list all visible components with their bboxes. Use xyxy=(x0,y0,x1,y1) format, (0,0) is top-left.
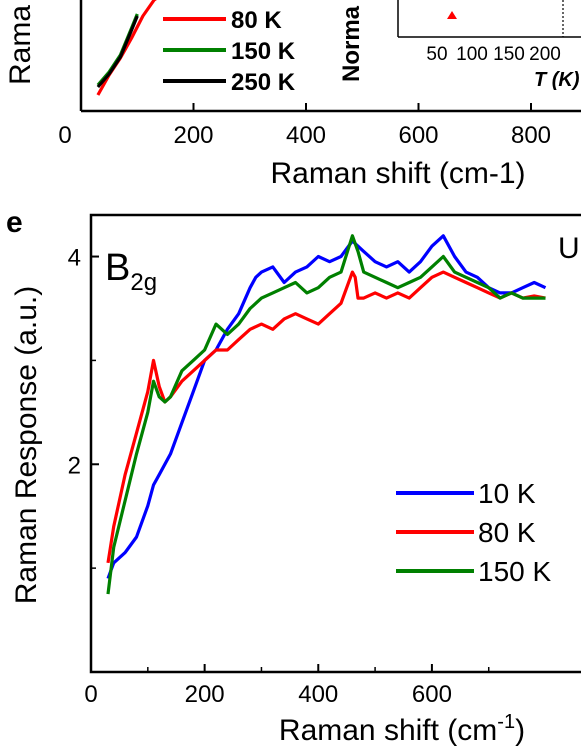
top-y-axis-label: Rama xyxy=(4,5,37,85)
e-x-ticks: 0 200 400 600 xyxy=(84,664,490,708)
top-x-tick-label: 400 xyxy=(286,122,326,149)
inset-x-axis-label: T (K) xyxy=(534,69,580,91)
inset-x-tick-label: 200 xyxy=(529,44,561,65)
corner-label: U xyxy=(558,232,580,265)
inset-data-point xyxy=(447,11,457,19)
symmetry-annotation: B2g xyxy=(105,247,157,296)
top-series-line-150-k xyxy=(96,13,139,87)
top-series-line-250-k xyxy=(96,15,139,89)
inset-x-tick-label: 50 xyxy=(426,44,447,65)
series-line-10-k xyxy=(106,234,547,580)
top-x-tick-label: 800 xyxy=(511,122,551,149)
inset-x-tick-label: 150 xyxy=(493,44,525,65)
panel-e: e 0 200 400 600 24 B2g U Raman Response (a.… xyxy=(6,206,581,747)
x-tick-label: 600 xyxy=(412,681,452,708)
top-legend-label: 250 K xyxy=(231,69,296,96)
legend-label: 80 K xyxy=(478,517,536,548)
x-axis-label: Raman shift (cm-1) xyxy=(279,711,525,747)
top-inset: Norma 50 100 150 200 T (K) xyxy=(338,0,581,91)
top-series-line-80-k xyxy=(96,0,157,96)
top-legend: 80 K 150 K 250 K xyxy=(163,7,296,96)
inset-x-tick-label: 100 xyxy=(456,44,488,65)
top-x-tick-label: 200 xyxy=(173,122,213,149)
e-legend: 10 K 80 K 150 K xyxy=(396,478,551,587)
inset-x-ticks: 50 100 150 200 xyxy=(426,44,560,65)
y-tick-label: 2 xyxy=(68,452,81,479)
y-axis-label: Raman Response (a.u.) xyxy=(10,286,43,605)
e-y-ticks: 24 xyxy=(68,245,99,569)
y-tick-label: 4 xyxy=(68,245,81,272)
plot-frame xyxy=(89,213,581,674)
top-legend-label: 80 K xyxy=(231,7,282,34)
x-tick-label: 0 xyxy=(84,681,97,708)
x-tick-label: 400 xyxy=(298,681,338,708)
x-tick-label: 200 xyxy=(185,681,225,708)
top-legend-label: 150 K xyxy=(231,38,296,65)
e-series-group xyxy=(106,234,547,595)
top-x-ticks: 0 200 400 600 800 xyxy=(58,103,551,149)
top-x-tick-label: 600 xyxy=(398,122,438,149)
top-x-axis-label: Raman shift (cm-1) xyxy=(270,157,525,190)
panel-letter: e xyxy=(6,206,23,239)
series-line-150-k xyxy=(106,234,546,595)
inset-y-axis-label: Norma xyxy=(338,5,365,82)
top-x-tick-label: 0 xyxy=(58,122,71,149)
legend-label: 150 K xyxy=(478,556,551,587)
top-series-group xyxy=(96,0,157,96)
legend-label: 10 K xyxy=(478,478,536,509)
top-panel: 0 200 400 600 800 Rama 80 K 150 K 250 K Raman … xyxy=(4,0,581,190)
